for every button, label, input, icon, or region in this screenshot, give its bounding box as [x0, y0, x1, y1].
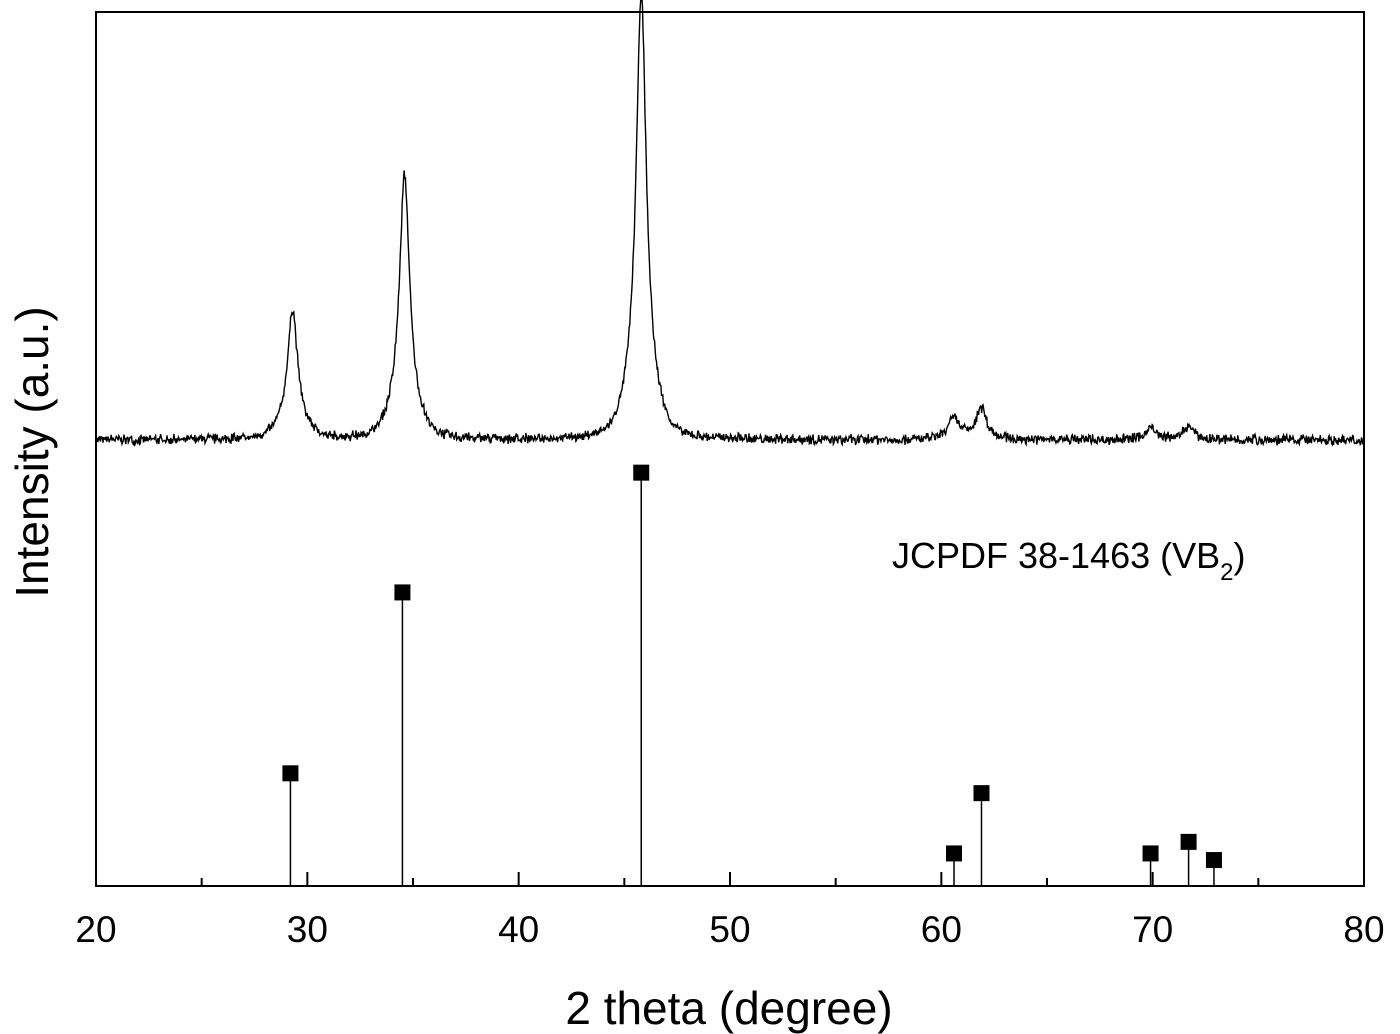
x-tick-label: 30: [287, 909, 328, 950]
x-tick-label: 20: [75, 909, 116, 950]
reference-marker: [946, 845, 962, 861]
reference-annotation: JCPDF 38-1463 (VB2): [892, 535, 1246, 586]
x-tick-label: 40: [498, 909, 539, 950]
reference-marker: [394, 584, 410, 600]
measured-pattern: [96, 0, 1363, 445]
x-tick-label: 70: [1132, 909, 1173, 950]
reference-marker: [1181, 834, 1197, 850]
x-axis-label: 2 theta (degree): [565, 982, 892, 1034]
reference-marker: [1206, 852, 1222, 868]
x-tick-label: 80: [1343, 909, 1384, 950]
reference-marker: [282, 765, 298, 781]
x-axis-ticks: [96, 872, 1364, 886]
reference-marker: [1143, 845, 1159, 861]
annotation-suffix: ): [1234, 535, 1246, 576]
annotation-prefix: JCPDF 38-1463 (VB: [892, 535, 1220, 576]
reference-stems: [282, 465, 1222, 886]
x-tick-label: 50: [709, 909, 750, 950]
y-axis-label: Intensity (a.u.): [6, 306, 58, 597]
x-tick-label: 60: [921, 909, 962, 950]
plot-frame: [96, 12, 1364, 886]
reference-marker: [973, 785, 989, 801]
plot-border: [96, 12, 1364, 886]
x-axis-tick-labels: 20 30 40 50 60 70 80: [75, 909, 1384, 950]
annotation-subscript: 2: [1220, 559, 1233, 586]
reference-marker: [633, 465, 649, 481]
pattern-line: [96, 0, 1363, 445]
